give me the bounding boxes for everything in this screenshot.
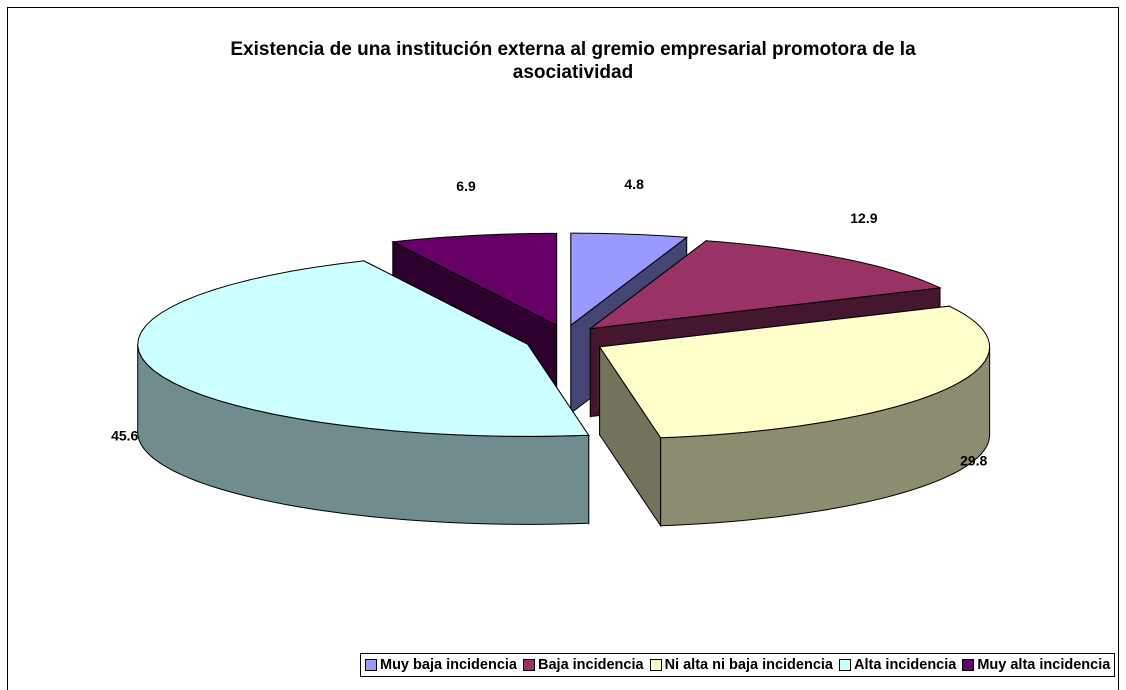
legend-item: Alta incidencia: [839, 657, 956, 673]
legend-label: Muy alta incidencia: [977, 657, 1111, 673]
legend-swatch: [365, 659, 377, 671]
legend-label: Ni alta ni baja incidencia: [664, 657, 833, 673]
legend-swatch: [523, 659, 535, 671]
legend-swatch: [962, 659, 975, 671]
slice: [137, 260, 590, 525]
slice: [598, 305, 991, 528]
legend-item: Muy baja incidencia: [365, 657, 517, 673]
legend: Muy baja incidencia Baja incidencia Ni alt…: [360, 653, 1116, 677]
slice-top: [570, 232, 689, 327]
legend-label: Muy baja incidencia: [380, 657, 517, 673]
legend-swatch: [649, 659, 662, 671]
data-label: 6.9: [456, 178, 476, 194]
legend-label: Baja incidencia: [538, 657, 644, 673]
slice-top: [588, 240, 942, 330]
data-label: 12.9: [850, 210, 877, 226]
legend-item: Ni alta ni baja incidencia: [649, 657, 833, 673]
legend-swatch: [839, 659, 851, 671]
slice-top: [391, 232, 558, 327]
data-label: 4.8: [624, 176, 644, 192]
legend-item: Baja incidencia: [523, 657, 644, 673]
slice-top: [137, 260, 590, 437]
chart-frame: [7, 7, 1119, 690]
legend-item: Muy alta incidencia: [962, 657, 1110, 673]
data-label: 45.6: [111, 427, 138, 443]
legend-label: Alta incidencia: [854, 657, 957, 673]
chart-title: Existencia de una institución externa al…: [230, 39, 916, 83]
data-label: 29.8: [960, 453, 987, 469]
slice-top: [598, 305, 991, 439]
